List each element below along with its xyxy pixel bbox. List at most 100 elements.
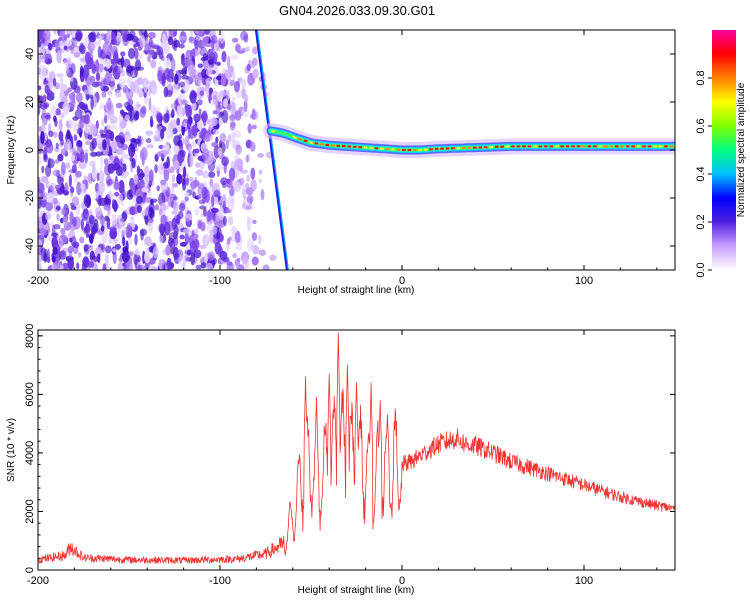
noise-blob <box>172 200 179 213</box>
noise-blob <box>101 91 107 98</box>
noise-blob <box>97 45 102 59</box>
noise-blob <box>215 75 223 81</box>
signal-core-segment <box>319 143 324 146</box>
noise-blob <box>133 254 139 265</box>
signal-core-segment <box>314 142 319 145</box>
noise-blob <box>200 221 206 232</box>
noise-blob <box>39 125 42 133</box>
noise-blob <box>165 168 171 174</box>
noise-blob <box>147 45 155 58</box>
noise-blob <box>45 114 51 119</box>
noise-blob <box>119 77 126 89</box>
noise-blob <box>113 162 121 171</box>
noise-blob <box>76 181 82 196</box>
noise-blob <box>123 153 131 160</box>
noise-blob <box>148 180 152 188</box>
noise-blob <box>219 111 225 117</box>
noise-blob <box>178 69 186 75</box>
noise-blob <box>244 94 249 103</box>
noise-blob <box>231 226 238 234</box>
noise-blob <box>136 165 141 174</box>
noise-blob <box>219 250 228 261</box>
noise-blob <box>166 109 170 121</box>
noise-blob <box>102 42 110 54</box>
noise-blob <box>109 226 117 232</box>
noise-blob <box>183 58 192 64</box>
noise-blob <box>228 167 236 181</box>
noise-blob <box>59 112 65 119</box>
noise-blob <box>52 246 58 255</box>
noise-blob <box>69 37 78 48</box>
noise-blob <box>71 164 77 174</box>
noise-blob <box>251 256 259 266</box>
noise-blob <box>104 73 112 80</box>
noise-blob <box>70 154 75 162</box>
noise-blob <box>160 128 165 140</box>
noise-blob <box>257 234 262 245</box>
noise-blob <box>41 95 47 103</box>
noise-blob <box>157 70 162 82</box>
noise-blob <box>148 97 152 111</box>
noise-blob <box>102 263 107 270</box>
noise-blob <box>106 102 112 111</box>
noise-blob <box>179 35 187 41</box>
noise-blob <box>38 261 42 270</box>
noise-blob <box>181 138 186 145</box>
noise-blob <box>154 164 158 174</box>
noise-blob <box>172 81 179 95</box>
noise-blob <box>229 79 235 86</box>
noise-blob <box>136 77 144 85</box>
noise-blob <box>105 58 112 69</box>
noise-blob <box>70 186 75 193</box>
noise-blob <box>136 195 143 205</box>
noise-blob <box>83 187 87 193</box>
noise-blob <box>208 171 216 178</box>
noise-blob <box>43 102 50 109</box>
noise-blob <box>110 39 118 46</box>
noise-blob <box>45 201 54 212</box>
noise-blob <box>206 210 212 222</box>
y-tick-label: 2000 <box>24 499 36 523</box>
noise-blob <box>38 148 44 154</box>
noise-blob <box>221 50 227 63</box>
noise-blob <box>118 257 124 263</box>
noise-blob <box>147 191 152 197</box>
noise-blob <box>237 264 245 270</box>
noise-blob <box>51 197 58 205</box>
noise-blob <box>194 228 199 234</box>
noise-blob <box>72 116 79 121</box>
snr-marks <box>38 332 675 564</box>
noise-blob <box>170 57 176 71</box>
noise-blob <box>184 192 190 198</box>
noise-blob <box>227 55 231 70</box>
noise-blob <box>67 123 71 129</box>
noise-blob <box>186 117 192 130</box>
noise-blob <box>99 129 105 135</box>
noise-blob <box>230 54 239 61</box>
noise-blob <box>122 249 130 263</box>
noise-blob <box>191 124 198 137</box>
noise-blob <box>133 173 139 184</box>
noise-blob <box>162 144 170 151</box>
noise-blob <box>60 238 64 249</box>
noise-blob <box>122 163 127 174</box>
noise-blob <box>246 216 252 225</box>
noise-blob <box>118 180 125 194</box>
noise-blob <box>76 104 80 111</box>
noise-blob <box>126 260 133 270</box>
noise-blob <box>148 169 154 183</box>
x-tick-label: 0 <box>399 575 405 587</box>
noise-blob <box>67 245 74 254</box>
noise-blob <box>129 206 137 216</box>
noise-blob <box>138 30 144 36</box>
noise-blob <box>62 215 68 227</box>
noise-blob <box>103 204 111 211</box>
noise-blob <box>59 40 64 47</box>
noise-blob <box>201 68 207 79</box>
noise-blob <box>201 112 208 123</box>
noise-blob <box>246 63 251 72</box>
noise-blob <box>112 250 117 264</box>
noise-blob <box>85 140 91 146</box>
noise-blob <box>165 244 171 256</box>
